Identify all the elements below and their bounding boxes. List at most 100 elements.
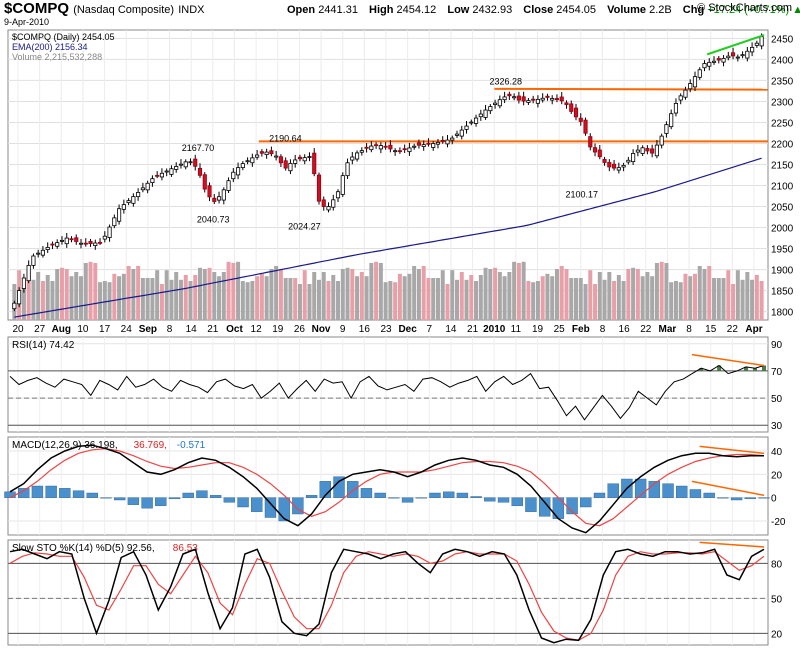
sto-panel-y-tick-label: 50 bbox=[771, 594, 783, 605]
candle-body bbox=[31, 255, 36, 266]
sto-panel-legend-entry: 86.53 bbox=[173, 543, 198, 554]
volume-bar bbox=[217, 276, 222, 320]
macd-histogram-bar bbox=[388, 497, 400, 499]
candle-body bbox=[321, 199, 326, 207]
candle-body bbox=[621, 164, 626, 168]
sto-k-line bbox=[9, 548, 765, 644]
candle-body bbox=[164, 170, 169, 173]
volume-bar bbox=[297, 284, 302, 320]
low-label: Low bbox=[447, 4, 470, 16]
x-tick-label: 12 bbox=[251, 324, 263, 335]
x-tick-label: Apr bbox=[745, 324, 762, 335]
volume-bar bbox=[483, 267, 488, 320]
volume-bar bbox=[597, 272, 602, 320]
candle-body bbox=[416, 142, 422, 146]
candle-body bbox=[502, 96, 507, 101]
volume-bar bbox=[593, 284, 598, 320]
price-annotation: 2024.27 bbox=[288, 221, 321, 231]
candle-body bbox=[431, 143, 436, 148]
volume-bar bbox=[464, 279, 469, 320]
macd-histogram-bar bbox=[415, 497, 427, 499]
macd-histogram-bar bbox=[31, 485, 44, 498]
volume-bar bbox=[45, 275, 50, 320]
candle-body bbox=[88, 241, 93, 244]
volume-bar bbox=[36, 272, 41, 320]
volume-bar bbox=[478, 275, 483, 320]
candle-body bbox=[174, 166, 179, 170]
candle-body bbox=[550, 98, 555, 101]
macd-signal-line bbox=[9, 448, 765, 527]
candle-body bbox=[759, 36, 764, 47]
candle-body bbox=[12, 302, 17, 310]
candle-body bbox=[78, 242, 84, 245]
rsi-panel-y-tick-label: 70 bbox=[771, 367, 783, 378]
candle-body bbox=[659, 135, 664, 146]
macd-histogram-bar bbox=[127, 497, 140, 505]
candle-body bbox=[136, 192, 141, 198]
macd-histogram-bar bbox=[155, 497, 167, 507]
x-tick-label: Aug bbox=[52, 324, 71, 335]
candle-body bbox=[402, 148, 407, 151]
macd-histogram-bar bbox=[689, 489, 702, 498]
volume-bar bbox=[321, 272, 326, 320]
macd-histogram-bar bbox=[292, 497, 304, 515]
symbol-text: $COMPQ bbox=[4, 0, 70, 17]
x-tick-label: 10 bbox=[77, 324, 89, 335]
candle-body bbox=[69, 238, 74, 241]
volume-bar bbox=[654, 263, 659, 320]
macd-panel-legend-entry: -0.571 bbox=[177, 440, 206, 451]
volume-bar bbox=[231, 263, 236, 320]
macd-histogram-bar bbox=[45, 485, 57, 498]
macd-histogram-bar bbox=[484, 497, 496, 502]
macd-histogram-bar bbox=[264, 497, 277, 518]
volume-bar bbox=[288, 278, 293, 320]
volume-bar bbox=[255, 276, 260, 320]
support-line bbox=[494, 87, 769, 91]
volume-bar bbox=[88, 261, 93, 320]
candle-body bbox=[711, 60, 717, 63]
volume-bar bbox=[659, 261, 664, 320]
candle-body bbox=[750, 46, 755, 53]
candle-body bbox=[288, 163, 293, 172]
price-y-tick-label: 1900 bbox=[771, 266, 794, 277]
candle-body bbox=[374, 144, 379, 147]
volume-bar bbox=[497, 272, 502, 320]
rsi-panel-legend-entry: RSI(14) 74.42 bbox=[12, 340, 75, 351]
volume-bar bbox=[278, 269, 283, 320]
x-tick-label: Oct bbox=[226, 324, 243, 335]
volume-bar bbox=[569, 278, 574, 320]
volume-bar bbox=[645, 272, 650, 320]
x-tick-label: 19 bbox=[532, 324, 544, 335]
volume-bar bbox=[126, 266, 131, 320]
candle-body bbox=[293, 159, 298, 164]
candle-body bbox=[121, 204, 126, 210]
sto-panel-legend-entry: Slow STO %K(14) %D(5) 92.56, bbox=[12, 543, 155, 554]
price-y-tick-label: 2350 bbox=[771, 76, 794, 87]
symbol-exchange: INDX bbox=[178, 4, 205, 16]
macd-hist-divergence-line bbox=[691, 480, 765, 497]
ema200-line bbox=[14, 157, 762, 318]
price-annotation: 2190.64 bbox=[269, 133, 302, 143]
candle-body bbox=[269, 150, 274, 155]
candle-body bbox=[688, 83, 693, 90]
stockcharts-credit[interactable]: © StockCharts.com bbox=[697, 2, 792, 14]
macd-histogram-bar bbox=[703, 492, 715, 498]
macd-histogram-bar bbox=[758, 497, 770, 499]
volume-bar bbox=[350, 269, 355, 320]
volume-bar bbox=[440, 270, 445, 320]
candle-body bbox=[226, 180, 231, 191]
volume-bar bbox=[493, 267, 498, 320]
candle-body bbox=[445, 139, 450, 145]
x-tick-label: 15 bbox=[705, 324, 717, 335]
volume-bar bbox=[412, 266, 417, 320]
volume-bar bbox=[383, 282, 388, 320]
candle-body bbox=[245, 160, 250, 163]
candle-body bbox=[278, 156, 283, 164]
candle-body bbox=[397, 150, 402, 153]
macd-histogram-bar bbox=[251, 497, 263, 512]
candle-body bbox=[612, 163, 617, 169]
candle-body bbox=[74, 237, 79, 242]
price-annotation: 2100.17 bbox=[566, 189, 599, 199]
candle-body bbox=[155, 174, 160, 177]
